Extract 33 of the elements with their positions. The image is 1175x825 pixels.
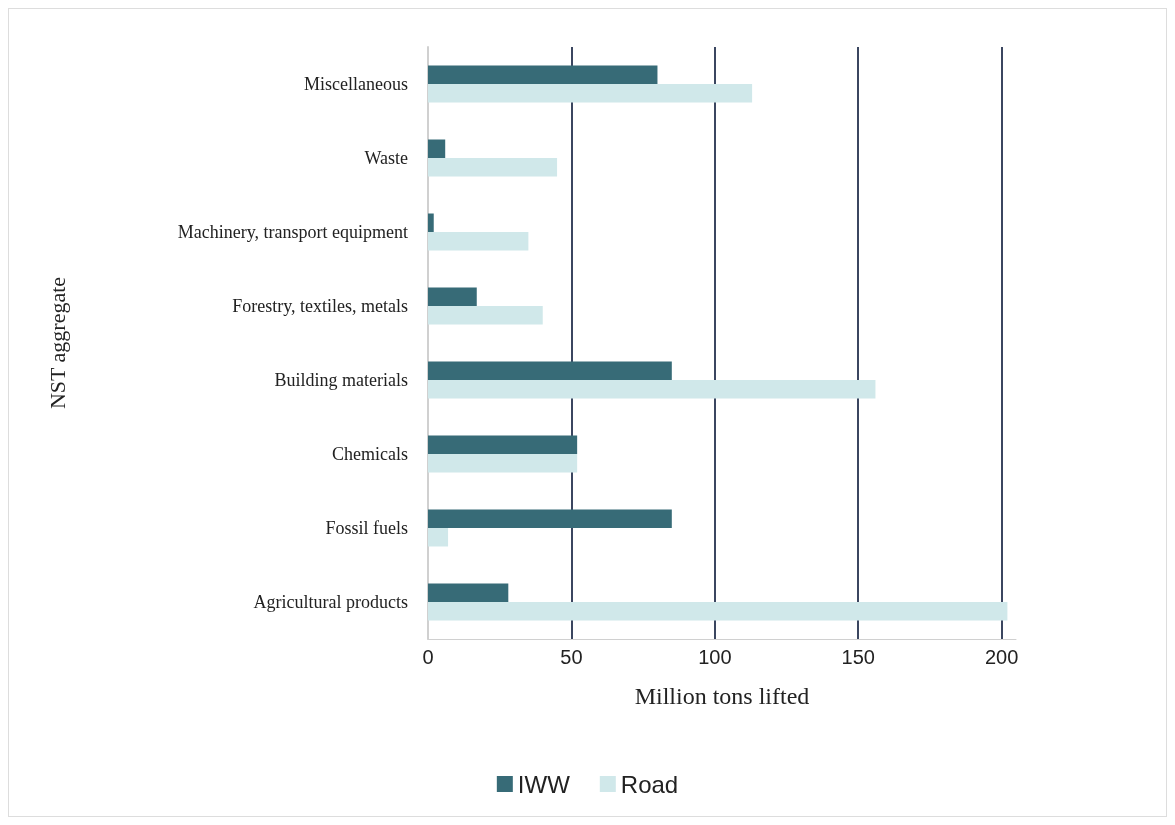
y-tick-label: Agricultural products bbox=[253, 592, 408, 612]
y-tick-label: Fossil fuels bbox=[325, 518, 408, 538]
bar bbox=[428, 380, 876, 399]
y-tick-label: Chemicals bbox=[332, 444, 408, 464]
bar bbox=[428, 435, 578, 454]
y-axis-title: NST aggregate bbox=[44, 276, 70, 410]
bar bbox=[428, 213, 434, 232]
bar bbox=[428, 158, 558, 177]
bar bbox=[428, 65, 658, 84]
x-tick-label: 200 bbox=[984, 646, 1019, 668]
bar bbox=[428, 509, 672, 528]
legend-label: Road bbox=[620, 770, 679, 798]
x-tick-label: 50 bbox=[560, 646, 583, 668]
x-axis-title: Million tons lifted bbox=[634, 683, 810, 709]
bar bbox=[428, 287, 477, 306]
bar bbox=[428, 454, 578, 473]
bar bbox=[428, 139, 446, 158]
y-tick-label: Forestry, textiles, metals bbox=[232, 296, 408, 316]
legend-label: IWW bbox=[517, 770, 571, 798]
bar bbox=[428, 84, 753, 103]
bar bbox=[428, 602, 1008, 621]
x-tick-label: 100 bbox=[698, 646, 732, 668]
bar bbox=[428, 583, 509, 602]
bar bbox=[428, 306, 543, 325]
bar bbox=[428, 232, 529, 251]
bar bbox=[428, 528, 449, 547]
y-tick-label: Miscellaneous bbox=[304, 74, 408, 94]
y-tick-label: Machinery, transport equipment bbox=[177, 222, 408, 242]
y-tick-label: Waste bbox=[364, 148, 408, 168]
x-tick-label: 0 bbox=[422, 646, 434, 668]
bar bbox=[428, 361, 672, 380]
y-tick-label: Building materials bbox=[274, 370, 408, 390]
x-tick-label: 150 bbox=[841, 646, 875, 668]
